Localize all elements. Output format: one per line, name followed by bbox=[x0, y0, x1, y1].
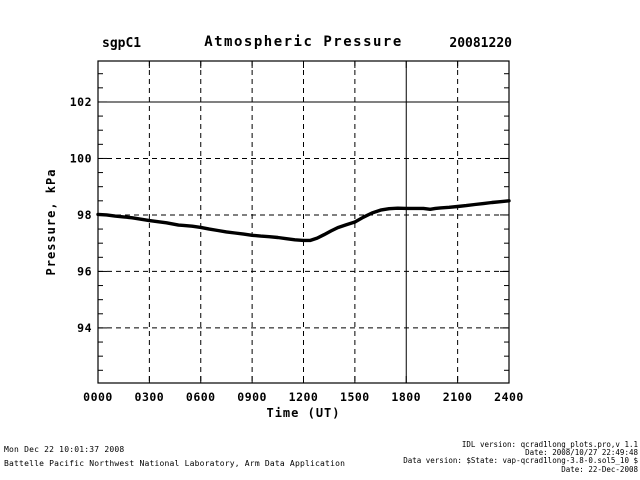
footer-left: Mon Dec 22 10:01:37 2008 Battelle Pacifi… bbox=[4, 443, 345, 471]
axis-labels: 94 96 98 100 102 0000 0300 0600 0900 1200 1500 1800… bbox=[44, 95, 524, 420]
data-version-label: Data version: $State: vap-qcrad1long-3.8… bbox=[403, 456, 638, 466]
x-tick-label: 1200 bbox=[289, 390, 319, 404]
x-tick-label: 2100 bbox=[443, 390, 473, 404]
x-tick-label: 2400 bbox=[494, 390, 524, 404]
x-tick-label: 0000 bbox=[83, 390, 113, 404]
organization-label: Battelle Pacific Northwest National Labo… bbox=[4, 459, 346, 468]
page-title: Atmospheric Pressure bbox=[204, 34, 403, 50]
y-tick-label: 102 bbox=[70, 95, 92, 109]
x-tick-label: 1500 bbox=[340, 390, 370, 404]
site-facility-label: sgpC1 bbox=[102, 36, 142, 51]
y-axis-title: Pressure, kPa bbox=[44, 169, 58, 276]
y-tick-label: 96 bbox=[77, 264, 92, 278]
data-version-date-label: Date: 22-Dec-2008 bbox=[561, 464, 638, 474]
y-tick-label: 98 bbox=[77, 208, 92, 222]
plot-date-label: 20081220 bbox=[449, 36, 512, 51]
y-tick-label: 100 bbox=[70, 151, 92, 165]
grid-lines bbox=[98, 61, 509, 383]
x-axis-title: Time (UT) bbox=[266, 406, 340, 420]
idl-version-label: IDL version: qcrad1long_plots.pro,v 1.1 bbox=[461, 440, 638, 449]
x-tick-label: 0600 bbox=[186, 390, 216, 404]
idl-version-date-label: Date: 2008/10/27 22:49:48 bbox=[525, 448, 638, 458]
x-tick-label: 0300 bbox=[135, 390, 165, 404]
generation-timestamp: Mon Dec 22 10:01:37 2008 bbox=[4, 445, 125, 454]
plot-frame bbox=[97, 60, 510, 384]
y-tick-label: 94 bbox=[77, 321, 92, 335]
footer-right: IDL version: qcrad1long_plots.pro,v 1.1 … bbox=[403, 440, 638, 474]
x-tick-label: 0900 bbox=[237, 390, 267, 404]
x-tick-label: 1800 bbox=[391, 390, 421, 404]
pressure-curve bbox=[96, 199, 511, 243]
